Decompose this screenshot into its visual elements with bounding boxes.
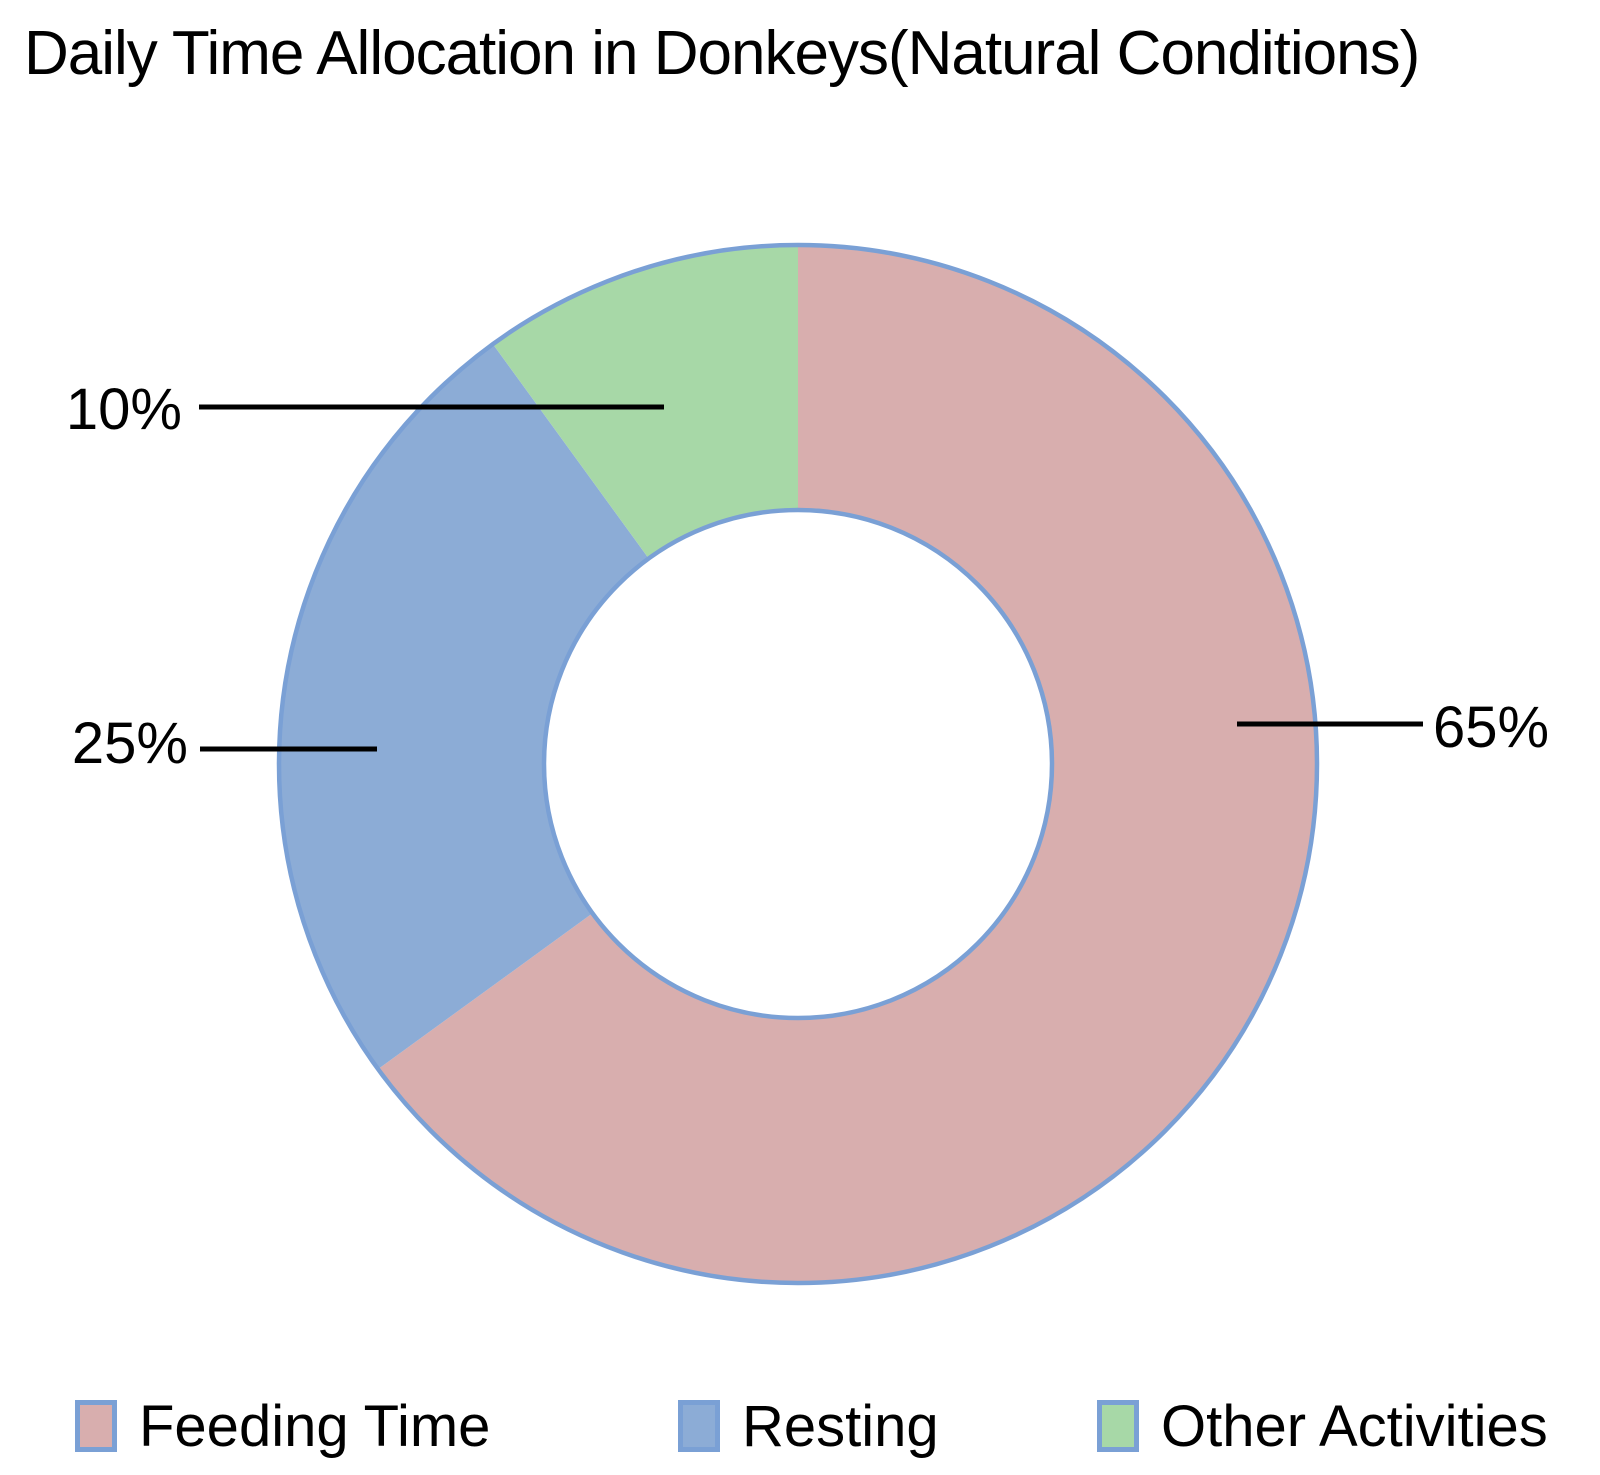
slice-resting bbox=[279, 344, 649, 1070]
legend-label-other-activities: Other Activities bbox=[1161, 1393, 1548, 1459]
legend-item-other-activities: Other Activities bbox=[1097, 1394, 1548, 1459]
legend-swatch-feeding-time bbox=[75, 1400, 117, 1452]
slice-other-activities bbox=[492, 245, 798, 559]
legend-label-feeding-time: Feeding Time bbox=[139, 1393, 491, 1459]
percent-label-feeding-time: 65% bbox=[1433, 695, 1549, 760]
chart-title: Daily Time Allocation in Donkeys(Natural… bbox=[24, 19, 1420, 88]
slice-feeding-time bbox=[378, 245, 1317, 1283]
legend: Feeding Time Resting Other Activities bbox=[0, 1394, 1600, 1459]
legend-item-feeding-time: Feeding Time bbox=[75, 1394, 490, 1459]
donut-inner-ring bbox=[541, 507, 1055, 1021]
legend-swatch-other-activities bbox=[1097, 1400, 1139, 1452]
donut-outer-ring bbox=[276, 242, 1320, 1286]
legend-item-resting: Resting bbox=[678, 1394, 939, 1459]
legend-swatch-resting bbox=[678, 1400, 720, 1452]
percent-label-resting: 25% bbox=[72, 711, 188, 776]
percent-label-other-activities: 10% bbox=[66, 377, 182, 442]
legend-label-resting: Resting bbox=[742, 1393, 939, 1459]
